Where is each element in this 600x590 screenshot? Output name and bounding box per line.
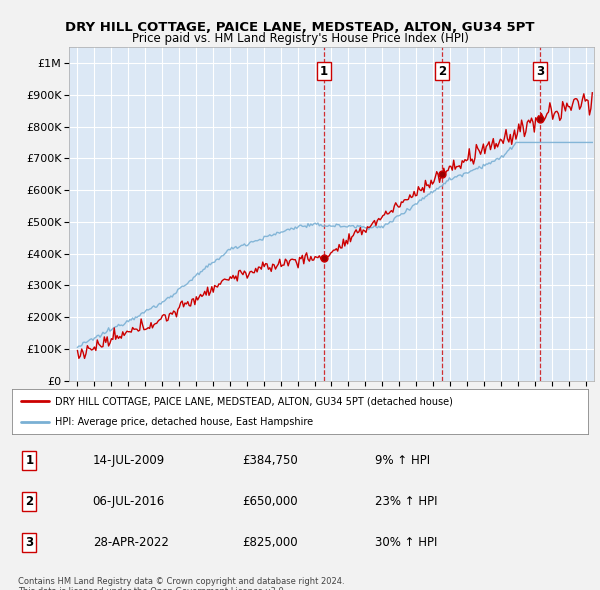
- Text: 1: 1: [320, 64, 328, 77]
- Text: 3: 3: [536, 64, 544, 77]
- Text: 2: 2: [25, 495, 34, 508]
- Text: 23% ↑ HPI: 23% ↑ HPI: [375, 495, 437, 508]
- Text: 1: 1: [25, 454, 34, 467]
- Text: 06-JUL-2016: 06-JUL-2016: [92, 495, 165, 508]
- Text: Price paid vs. HM Land Registry's House Price Index (HPI): Price paid vs. HM Land Registry's House …: [131, 32, 469, 45]
- Text: 9% ↑ HPI: 9% ↑ HPI: [375, 454, 430, 467]
- Text: DRY HILL COTTAGE, PAICE LANE, MEDSTEAD, ALTON, GU34 5PT: DRY HILL COTTAGE, PAICE LANE, MEDSTEAD, …: [65, 21, 535, 34]
- Text: 2: 2: [438, 64, 446, 77]
- Text: £384,750: £384,750: [242, 454, 298, 467]
- Text: 3: 3: [25, 536, 34, 549]
- Text: £825,000: £825,000: [242, 536, 298, 549]
- Text: 28-APR-2022: 28-APR-2022: [92, 536, 169, 549]
- Text: £650,000: £650,000: [242, 495, 298, 508]
- Text: Contains HM Land Registry data © Crown copyright and database right 2024.
This d: Contains HM Land Registry data © Crown c…: [18, 577, 344, 590]
- Text: 14-JUL-2009: 14-JUL-2009: [92, 454, 165, 467]
- Text: HPI: Average price, detached house, East Hampshire: HPI: Average price, detached house, East…: [55, 417, 313, 427]
- Text: DRY HILL COTTAGE, PAICE LANE, MEDSTEAD, ALTON, GU34 5PT (detached house): DRY HILL COTTAGE, PAICE LANE, MEDSTEAD, …: [55, 396, 453, 407]
- Text: 30% ↑ HPI: 30% ↑ HPI: [375, 536, 437, 549]
